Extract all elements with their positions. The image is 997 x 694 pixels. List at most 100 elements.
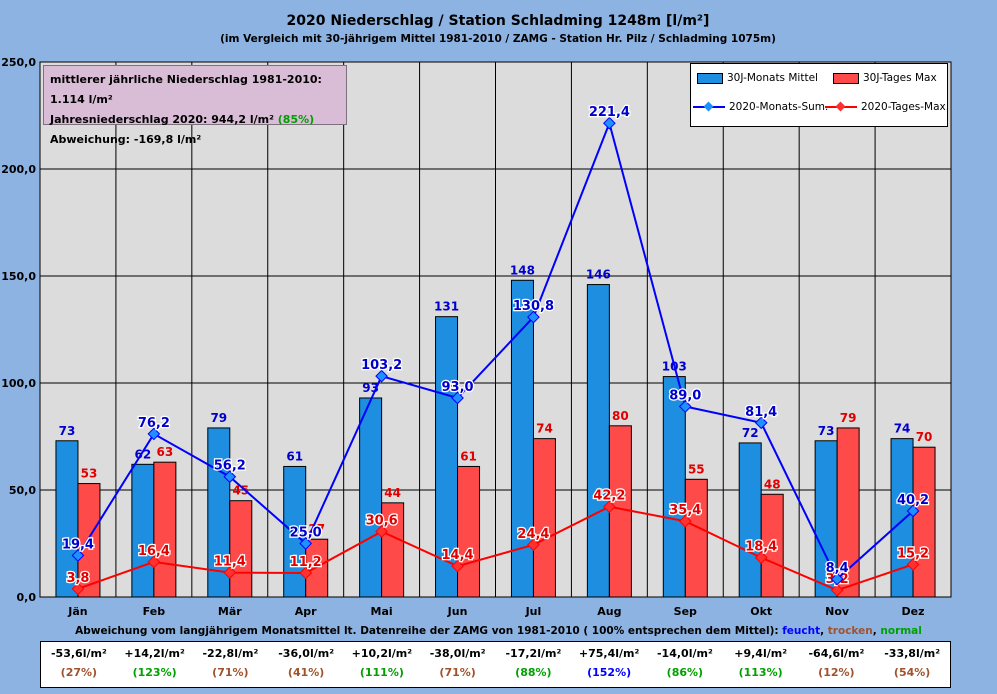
x-tick-label: Mär — [218, 605, 242, 618]
x-tick-label: Apr — [295, 605, 317, 618]
month-sum-label: 25,0 — [290, 526, 322, 541]
month-sum-label: 221,4 — [589, 105, 630, 120]
bar-mittel-label: 73 — [59, 424, 76, 438]
bar-mittel-label: 73 — [818, 424, 835, 438]
day-max-point — [71, 582, 85, 596]
info-annual-2020: Jahresniederschlag 2020: 944,2 l/m² (85%… — [50, 113, 315, 126]
legend-swatch-max — [833, 72, 859, 84]
legend-swatch-sum — [693, 101, 725, 113]
info-mean-annual: mittlerer jährliche Niederschlag 1981-20… — [50, 73, 322, 106]
legend-item-sum: 2020-Monats-Sum. — [693, 101, 828, 113]
bar-max-label: 27 — [308, 522, 325, 536]
deviation-cell: +9,4l/m² (113%) — [723, 642, 799, 687]
precipitation-chart: 2020 Niederschlag / Station Schladming 1… — [1, 13, 952, 618]
chart-title: 2020 Niederschlag / Station Schladming 1… — [287, 13, 710, 29]
bar-max-label: 70 — [916, 430, 933, 444]
month-sum-point — [299, 537, 313, 550]
bar-mittel-label: 72 — [742, 426, 759, 440]
bar-mittel-label: 61 — [286, 449, 303, 463]
day-max-label: 24,4 — [517, 527, 549, 542]
deviation-cell: +75,4l/m² (152%) — [571, 642, 647, 687]
deviation-percent: (12%) — [818, 666, 855, 679]
deviation-cell: -36,0l/m² (41%) — [268, 642, 344, 687]
bar-max-label: 44 — [384, 486, 401, 500]
deviation-percent: (152%) — [587, 666, 632, 679]
deviation-value: +10,2l/m² — [351, 647, 413, 660]
x-tick-label: Mai — [371, 605, 393, 618]
x-tick-label: Sep — [674, 605, 697, 618]
deviation-percent: (54%) — [893, 666, 931, 679]
deviation-cell: +10,2l/m² (111%) — [344, 642, 420, 687]
x-tick-label: Dez — [902, 605, 925, 618]
bar-max-label: 61 — [460, 449, 477, 463]
legend-item-mittel: 30J-Monats Mittel — [697, 72, 818, 84]
bar-mittel-label: 74 — [894, 422, 911, 436]
deviation-cell: -33,8l/m² (54%) — [874, 642, 950, 687]
bar-max-label: 55 — [688, 462, 705, 476]
x-tick-label: Nov — [825, 605, 850, 618]
note-trocken: trocken — [827, 625, 873, 637]
bar-mittel — [283, 465, 307, 598]
bar-max — [836, 427, 860, 598]
deviation-value: +14,2l/m² — [124, 647, 185, 660]
bar-mittel — [586, 284, 610, 598]
month-sum-label: 93,0 — [442, 380, 474, 395]
bar-max-label: 48 — [764, 477, 781, 491]
bar-max-label: 63 — [157, 445, 174, 459]
deviation-value: -33,8l/m² — [884, 647, 941, 660]
month-sum-label: 8,4 — [826, 561, 849, 576]
y-tick-label: 200,0 — [1, 163, 36, 176]
day-max-point — [754, 551, 768, 564]
month-sum-point — [678, 400, 692, 413]
month-sum-label: 40,2 — [897, 493, 929, 508]
bar-max — [684, 478, 708, 598]
y-tick-label: 100,0 — [1, 377, 36, 390]
bar-mittel-label: 146 — [586, 268, 611, 282]
deviation-cell: -38,0l/m² (71%) — [420, 642, 496, 687]
deviation-cell: +14,2l/m² (123%) — [117, 642, 193, 687]
month-sum-label: 56,2 — [214, 459, 246, 474]
month-sum-point — [830, 572, 844, 586]
month-sum-label: 103,2 — [361, 358, 402, 373]
month-sum-label: 19,4 — [62, 537, 94, 552]
day-max-point — [147, 555, 161, 569]
deviation-cell: -53,6l/m² (27%) — [41, 642, 117, 687]
bar-max-label: 53 — [81, 467, 98, 481]
deviation-value: -53,6l/m² — [50, 647, 107, 660]
month-sum-label: 76,2 — [138, 416, 170, 431]
month-sum-label: 81,4 — [745, 405, 777, 420]
legend-swatch-mittel — [697, 72, 723, 84]
y-tick-label: 250,0 — [1, 56, 36, 69]
bar-mittel-label: 148 — [510, 263, 535, 277]
x-tick-label: Jän — [67, 605, 87, 618]
deviation-percent: (71%) — [439, 666, 476, 679]
day-max-label: 35,4 — [669, 503, 701, 518]
day-max-point — [299, 566, 313, 580]
deviation-note: Abweichung vom langjährigem Monatsmittel… — [75, 625, 922, 637]
bar-mittel — [131, 463, 155, 598]
deviation-value: -17,2l/m² — [505, 647, 562, 660]
month-sum-point — [603, 116, 616, 130]
bar-mittel-label: 131 — [434, 300, 459, 314]
deviation-value: +75,4l/m² — [578, 647, 640, 660]
bar-max — [229, 500, 253, 598]
day-max-label: 42,2 — [593, 489, 625, 504]
x-tick-label: Okt — [750, 605, 772, 618]
deviation-cell: -22,8l/m² (71%) — [193, 642, 269, 687]
day-max-label: 14,4 — [442, 548, 474, 563]
x-tick-label: Jun — [447, 605, 468, 618]
bar-mittel — [359, 397, 383, 598]
day-max-point — [830, 583, 844, 597]
legend-label-mittel: 30J-Monats Mittel — [727, 72, 818, 84]
day-max-label: 15,2 — [897, 546, 929, 561]
deviation-value: -22,8l/m² — [202, 647, 259, 660]
bar-mittel — [738, 442, 762, 598]
month-sum-point — [71, 549, 85, 562]
day-max-point — [223, 566, 237, 579]
bar-max-label: 79 — [840, 411, 857, 425]
legend-label-max: 30J-Tages Max — [863, 72, 937, 84]
month-sum-point — [754, 416, 768, 430]
day-max-line — [77, 505, 914, 592]
day-max-label: 16,4 — [138, 544, 170, 559]
